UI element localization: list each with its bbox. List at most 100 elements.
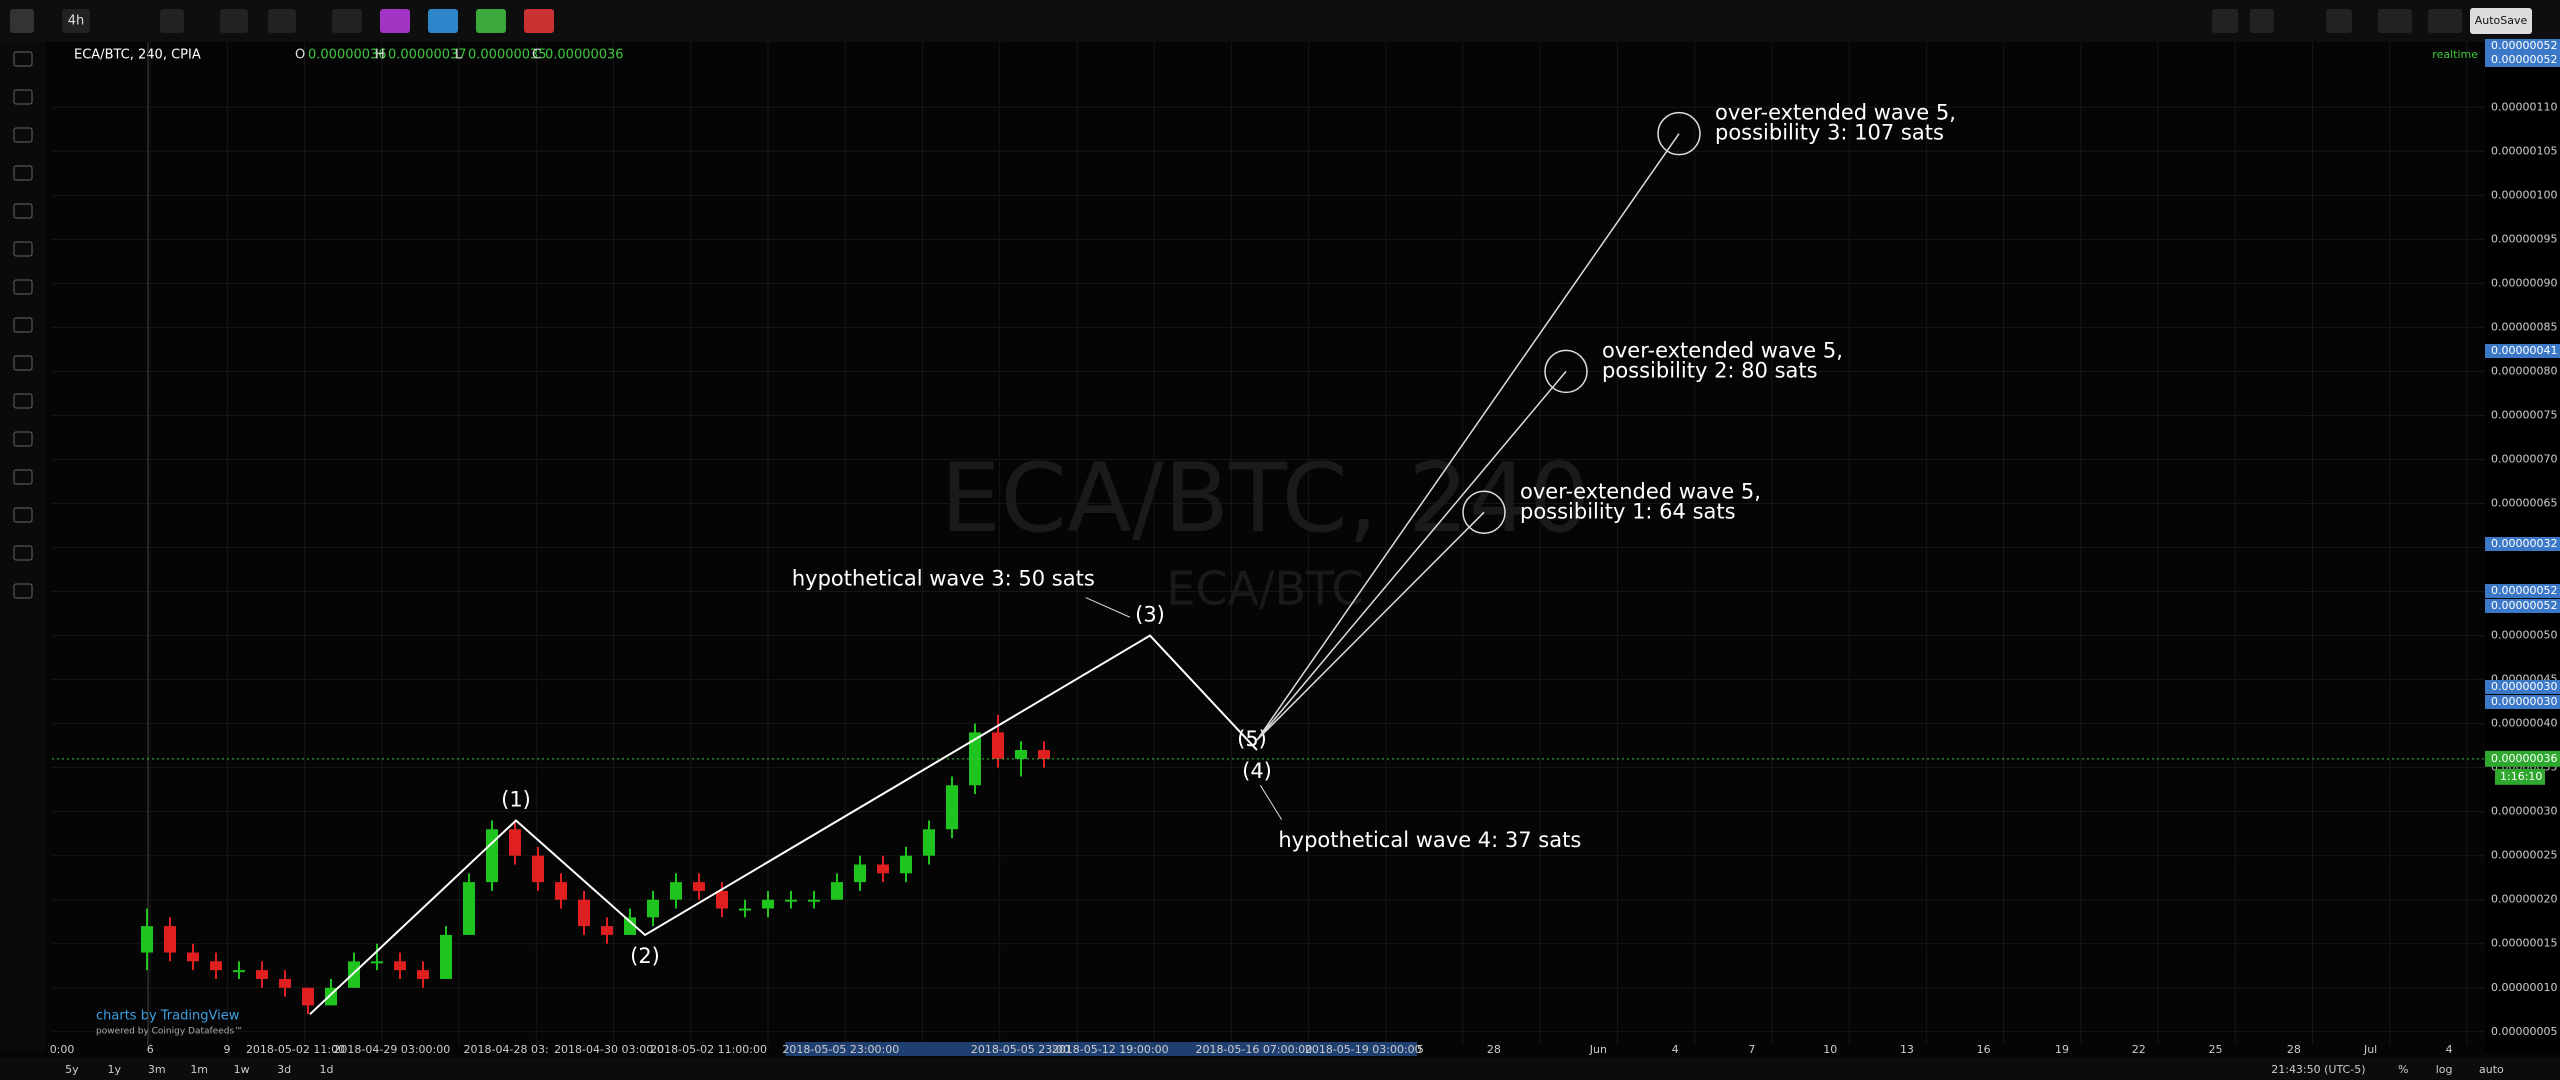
candle-body [831, 882, 843, 900]
tool-icon[interactable] [13, 317, 33, 333]
price-tag: 0.00000052 [2491, 599, 2557, 612]
c-label: C [532, 48, 541, 63]
wave4-pointer [1259, 785, 1283, 820]
candle-body [164, 926, 176, 953]
range-button[interactable]: 1w [234, 1063, 250, 1076]
sell-button[interactable] [524, 9, 554, 33]
range-button[interactable]: 3d [277, 1063, 291, 1076]
candle-body [463, 882, 475, 935]
time-label: 0:00 [50, 1043, 75, 1056]
range-button[interactable]: 1y [108, 1063, 122, 1076]
candle-body [256, 970, 268, 979]
top-toolbar [0, 0, 2560, 42]
tool-icon[interactable] [13, 431, 33, 447]
tool-icon[interactable] [13, 279, 33, 295]
tool-icon[interactable] [13, 393, 33, 409]
scale-button[interactable]: % [2398, 1063, 2408, 1076]
buy-button[interactable] [476, 9, 506, 33]
load-button[interactable] [2378, 9, 2412, 33]
candle-body [808, 899, 820, 902]
target-note: possibility 3: 107 sats [1715, 121, 1944, 145]
range-button[interactable]: 5y [65, 1063, 79, 1076]
candle-body [141, 926, 153, 953]
chart-style-button[interactable] [160, 9, 184, 33]
range-button[interactable]: 1m [190, 1063, 208, 1076]
price-tick-label: 0.00000005 [2491, 1025, 2557, 1038]
time-label: Jul [2363, 1043, 2377, 1056]
watermark-sub: ECA/BTC [1166, 562, 1363, 616]
candle-body [762, 899, 774, 909]
tool-icon[interactable] [13, 545, 33, 561]
tool-icon[interactable] [13, 203, 33, 219]
price-tick-label: 0.00000050 [2491, 629, 2557, 642]
time-label: 2018-05-19 03:00:00 [1305, 1043, 1422, 1056]
undo-button[interactable] [2250, 9, 2274, 33]
price-tag: 0.00000052 [2491, 584, 2557, 597]
time-label: 2018-04-28 03: [464, 1043, 549, 1056]
fullscreen-button[interactable] [2212, 9, 2238, 33]
tool-icon[interactable] [13, 469, 33, 485]
scale-button[interactable]: auto [2479, 1063, 2504, 1076]
announce-button[interactable] [428, 9, 458, 33]
compare-button[interactable] [332, 9, 362, 33]
clock: 21:43:50 (UTC-5) [2271, 1063, 2365, 1076]
price-tag: 0.00000030 [2491, 695, 2557, 708]
time-label: 25 [2209, 1043, 2223, 1056]
target-circle [1657, 111, 1701, 156]
tool-icon[interactable] [13, 355, 33, 371]
range-button[interactable]: 3m [148, 1063, 166, 1076]
wave-label: (4) [1242, 759, 1272, 783]
candle-body [210, 961, 222, 971]
candle-body [969, 732, 981, 786]
price-tag-bg [2485, 53, 2560, 67]
indicators-button[interactable] [268, 9, 296, 33]
autosave-label: AutoSave [2475, 14, 2528, 27]
price-tick-label: 0.00000025 [2491, 849, 2557, 862]
price-tag: 0.00000030 [2491, 680, 2557, 693]
time-label: 2018-05-05 23:00 [971, 1043, 1070, 1056]
candle-body [348, 961, 360, 988]
scale-button[interactable]: log [2436, 1063, 2453, 1076]
tool-icon[interactable] [13, 127, 33, 143]
branding: charts by TradingView powered by Coinigy… [96, 1009, 243, 1037]
candle-body [440, 934, 452, 979]
tool-icon[interactable] [13, 165, 33, 181]
l-value: 0.00000035 [468, 48, 547, 63]
powered-by: powered by Coinigy Datafeeds™ [96, 1027, 243, 1037]
candle-body [578, 899, 590, 927]
candle-body [279, 978, 291, 988]
countdown-bg [2495, 768, 2545, 785]
alert-button[interactable] [380, 9, 410, 33]
snapshot-button[interactable] [2326, 9, 2352, 33]
price-tag: 0.00000032 [2491, 537, 2557, 550]
tool-icon[interactable] [13, 241, 33, 257]
candle-body [417, 970, 429, 979]
price-tick-label: 0.00000020 [2491, 893, 2557, 906]
wave5-line [1256, 133, 1680, 741]
price-tick-label: 0.00000110 [2491, 100, 2557, 113]
watermark: ECA/BTC, 240 [940, 444, 1589, 554]
save-button[interactable] [2428, 9, 2462, 33]
candle-body [624, 917, 636, 935]
crosshair-button[interactable] [10, 9, 34, 33]
tool-icon[interactable] [13, 583, 33, 599]
price-tick-label: 0.00000015 [2491, 937, 2557, 950]
candle-body [785, 899, 797, 902]
candle-body [187, 952, 199, 962]
time-label: 2018-05-05 23:00:00 [782, 1043, 899, 1056]
autosave-button[interactable] [2470, 8, 2532, 34]
range-button[interactable]: 1d [320, 1063, 334, 1076]
price-tick-label: 0.00000030 [2491, 805, 2557, 818]
candle-body [1015, 750, 1027, 759]
settings-button[interactable] [220, 9, 248, 33]
interval-button[interactable] [62, 9, 90, 33]
tool-icon[interactable] [13, 89, 33, 105]
price-tag-bg [2485, 599, 2560, 613]
price-tick-label: 0.00000090 [2491, 276, 2557, 289]
tool-icon[interactable] [13, 51, 33, 67]
tool-icon[interactable] [13, 507, 33, 523]
last-price-tag: 0.00000036 [2491, 752, 2557, 765]
time-label: 2018-05-02 11:00 [246, 1043, 345, 1056]
o-label: O [295, 48, 305, 63]
